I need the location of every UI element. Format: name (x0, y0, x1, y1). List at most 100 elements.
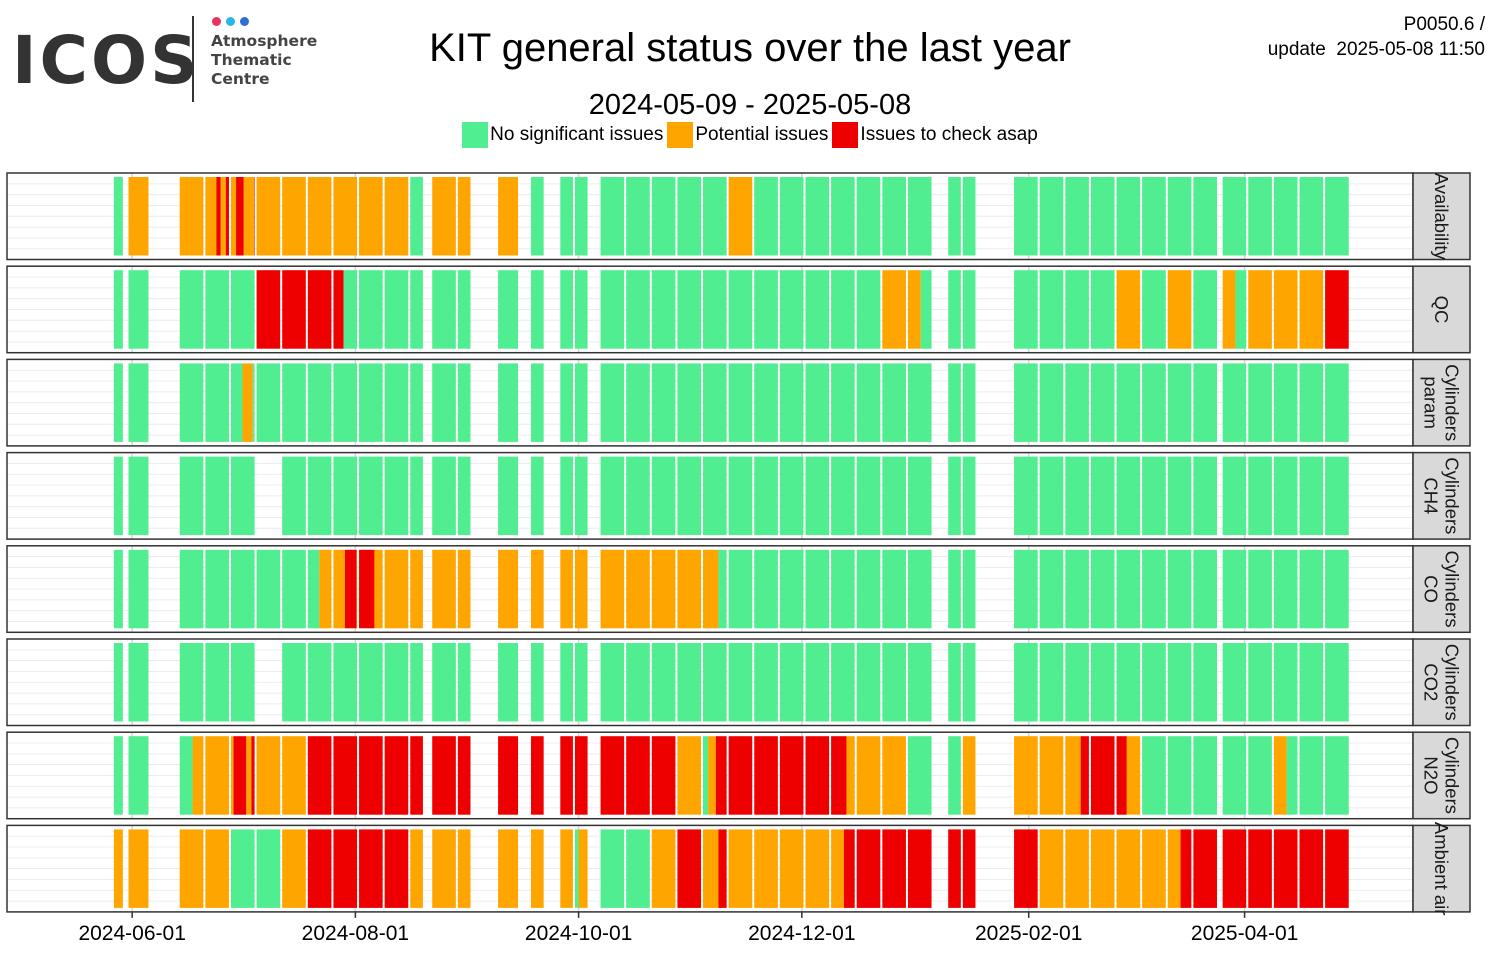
chart-subtitle: 2024-05-09 - 2025-05-08 (588, 89, 912, 121)
status-bar (856, 829, 881, 908)
status-bar (805, 643, 830, 722)
status-bar (307, 549, 320, 629)
status-bar (948, 270, 961, 349)
status-bar (356, 549, 358, 629)
status-bar (1116, 177, 1141, 256)
status-bar (1273, 456, 1298, 536)
x-tick-label: 2024-12-01 (748, 922, 855, 945)
status-bar (1039, 456, 1064, 536)
status-bar (1299, 736, 1324, 815)
status-bar (907, 456, 932, 536)
status-bar (574, 270, 588, 349)
status-bar (1014, 736, 1038, 815)
logo-wordmark: ICOS (12, 22, 201, 99)
status-bar (384, 270, 409, 349)
status-bar (626, 549, 650, 629)
status-bar (962, 736, 976, 815)
status-bar (600, 549, 625, 629)
status-bar (113, 363, 123, 442)
status-bar (1299, 177, 1324, 256)
status-bar (1193, 829, 1217, 908)
status-bar (307, 829, 332, 908)
status-bar (128, 643, 149, 722)
status-bar (230, 829, 255, 908)
status-bar (128, 829, 149, 908)
status-bar (1090, 363, 1115, 442)
status-bar (205, 736, 229, 815)
status-bar (1193, 363, 1217, 442)
status-bar (754, 456, 778, 536)
status-bar (715, 736, 727, 815)
status-bar (708, 736, 716, 815)
status-bar (410, 456, 423, 536)
status-bar (882, 456, 906, 536)
status-bar (1039, 549, 1064, 629)
status-bar (246, 736, 252, 815)
status-bar (907, 643, 932, 722)
status-bar (856, 549, 881, 629)
status-bar (1299, 456, 1324, 536)
status-bar (805, 270, 830, 349)
status-bar (831, 829, 844, 908)
status-bar (531, 177, 544, 256)
status-bar (384, 363, 409, 442)
status-bar (882, 177, 906, 256)
status-bar (1116, 270, 1141, 349)
status-bar (574, 829, 579, 908)
status-bar (805, 177, 830, 256)
status-bar (1193, 270, 1217, 349)
status-bar (432, 829, 456, 908)
status-bar (1167, 736, 1192, 815)
status-bar (230, 177, 237, 256)
facet-strip (1412, 731, 1471, 820)
status-bar (205, 549, 229, 629)
status-bar (256, 177, 281, 256)
status-bar (410, 270, 423, 349)
status-bar (779, 549, 804, 629)
facet-strip (1412, 172, 1471, 261)
status-bar (779, 736, 804, 815)
status-bar (498, 736, 519, 815)
status-bar (432, 549, 456, 629)
status-bar (179, 549, 204, 629)
status-bar (948, 363, 961, 442)
facet-label: Cylinders (1442, 550, 1463, 627)
status-bar (703, 736, 709, 815)
status-bar (1090, 549, 1115, 629)
status-bar (1222, 456, 1247, 536)
status-bar (728, 829, 753, 908)
status-bar (754, 177, 778, 256)
status-bar (677, 363, 702, 442)
status-bar (754, 736, 778, 815)
status-bar (531, 643, 544, 722)
status-bar (948, 549, 961, 629)
status-bar (754, 363, 778, 442)
status-bar (498, 456, 519, 536)
status-bar (128, 736, 149, 815)
status-bar (1222, 736, 1247, 815)
status-bar (1222, 270, 1236, 349)
status-bar (651, 177, 676, 256)
status-bar (779, 363, 804, 442)
status-bar (1248, 736, 1272, 815)
status-bar (703, 549, 719, 629)
status-bar (907, 363, 932, 442)
status-bar (410, 549, 423, 629)
status-bar (1065, 736, 1081, 815)
status-bar (626, 363, 650, 442)
status-bar (626, 829, 650, 908)
facet-label: CO2 (1421, 663, 1442, 701)
status-bar (1235, 270, 1247, 349)
update-line: update 2025-05-08 11:50 (1268, 37, 1485, 62)
status-bar (574, 736, 588, 815)
status-bar (574, 456, 588, 536)
status-bar (651, 829, 676, 908)
legend-swatch-ok (462, 122, 489, 148)
facet-label: Ambient air (1431, 822, 1452, 916)
logo-dot-blue (240, 17, 249, 26)
logo-divider (192, 16, 194, 102)
status-bar (1065, 456, 1089, 536)
status-bar (560, 829, 573, 908)
version-label: P0050.6 / (1403, 14, 1485, 35)
status-bar (1065, 177, 1089, 256)
